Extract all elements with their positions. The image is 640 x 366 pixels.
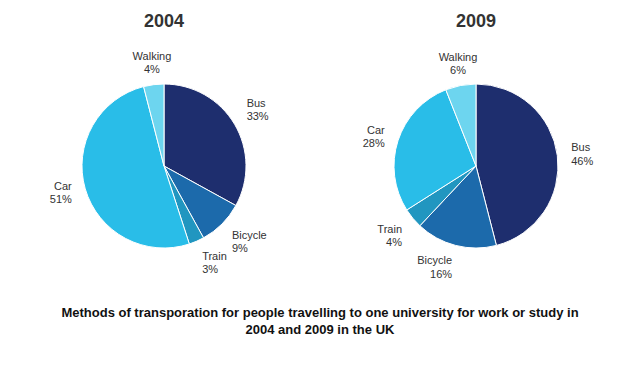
html-text:2009: 2009 bbox=[456, 11, 496, 31]
svg-text:Bus46%: Bus46% bbox=[571, 141, 593, 166]
svg-text:Walking6%: Walking6% bbox=[439, 51, 478, 76]
html-text:Methods of transporation for p: Methods of transporation for people trav… bbox=[61, 305, 579, 337]
svg-text:Bicycle16%: Bicycle16% bbox=[417, 254, 452, 279]
svg-text:Walking4%: Walking4% bbox=[133, 50, 172, 75]
html-text:2004: 2004 bbox=[144, 11, 184, 31]
svg-text:Car28%: Car28% bbox=[363, 124, 385, 149]
svg-text:Bicycle9%: Bicycle9% bbox=[232, 229, 267, 254]
svg-text:Car51%: Car51% bbox=[50, 180, 72, 205]
svg-text:Train3%: Train3% bbox=[202, 250, 227, 275]
svg-text:Train4%: Train4% bbox=[377, 223, 402, 248]
svg-text:Bus33%: Bus33% bbox=[247, 97, 269, 122]
